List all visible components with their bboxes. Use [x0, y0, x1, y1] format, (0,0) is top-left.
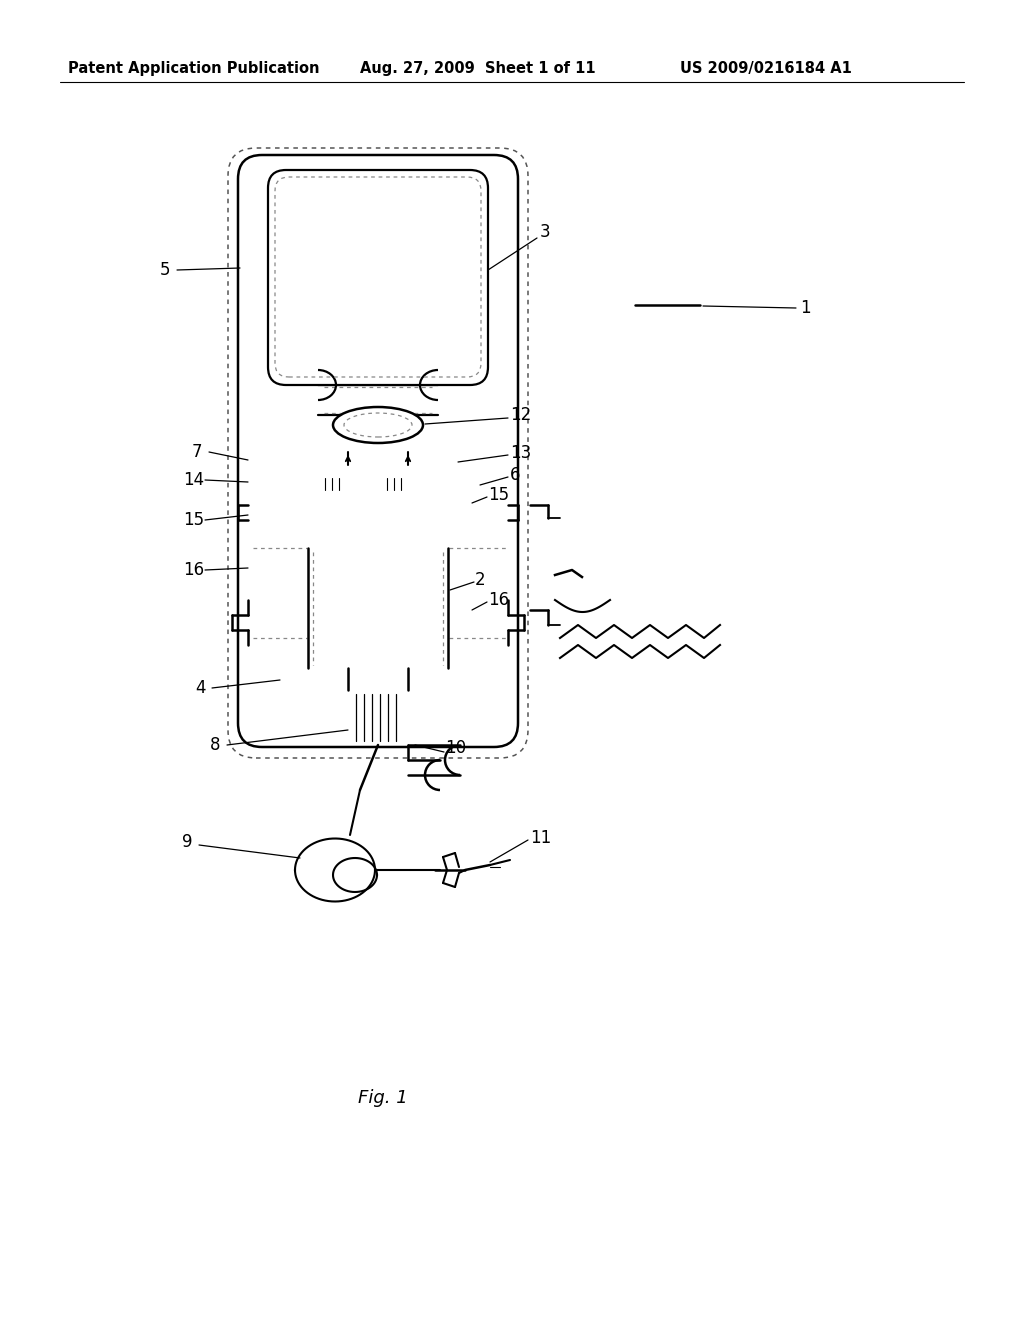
- Text: 16: 16: [183, 561, 204, 579]
- Bar: [318, 470, 368, 525]
- Ellipse shape: [333, 407, 423, 444]
- Text: 2: 2: [475, 572, 485, 589]
- Text: 11: 11: [530, 829, 551, 847]
- Text: 13: 13: [510, 444, 531, 462]
- Text: Aug. 27, 2009  Sheet 1 of 11: Aug. 27, 2009 Sheet 1 of 11: [360, 61, 596, 75]
- Text: 1: 1: [800, 300, 811, 317]
- Text: 4: 4: [195, 678, 206, 697]
- Text: 12: 12: [510, 407, 531, 424]
- Text: 6: 6: [510, 466, 520, 484]
- Text: Fig. 1: Fig. 1: [358, 1089, 408, 1107]
- Text: 9: 9: [182, 833, 193, 851]
- Text: 3: 3: [540, 223, 551, 242]
- Text: US 2009/0216184 A1: US 2009/0216184 A1: [680, 61, 852, 75]
- Text: 14: 14: [183, 471, 204, 488]
- Text: 5: 5: [160, 261, 171, 279]
- Text: 16: 16: [488, 591, 509, 609]
- Bar: [308, 458, 449, 548]
- Text: 8: 8: [210, 737, 220, 754]
- FancyBboxPatch shape: [248, 451, 308, 638]
- Bar: [313, 463, 443, 543]
- FancyBboxPatch shape: [268, 170, 488, 385]
- Text: 15: 15: [183, 511, 204, 529]
- Text: 10: 10: [445, 739, 466, 756]
- FancyBboxPatch shape: [238, 154, 518, 747]
- Bar: [348, 690, 408, 744]
- Text: 15: 15: [488, 486, 509, 504]
- Text: 7: 7: [193, 444, 203, 461]
- FancyBboxPatch shape: [449, 451, 508, 638]
- Bar: [352, 694, 404, 741]
- Text: Patent Application Publication: Patent Application Publication: [68, 61, 319, 75]
- Bar: [380, 470, 430, 525]
